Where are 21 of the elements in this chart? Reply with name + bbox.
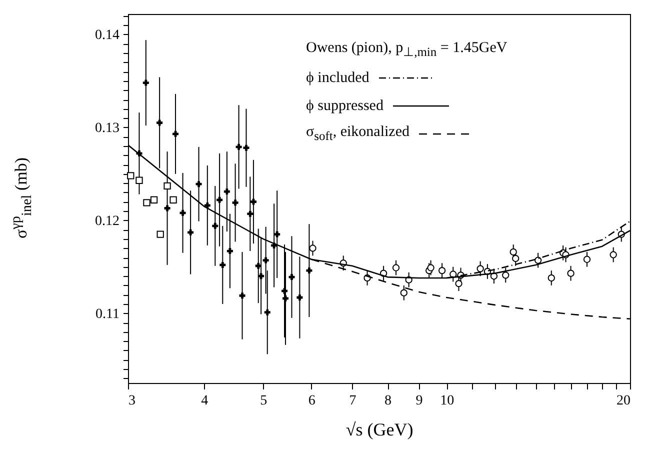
x-tick-label: 6 [308, 394, 316, 408]
x-tick-label: 5 [260, 394, 268, 408]
x-tick-label: 20 [616, 394, 630, 408]
legend-entry: ϕ included [306, 64, 626, 92]
x-tick-label: 7 [349, 394, 356, 408]
y-tick-label: 0.11 [96, 306, 120, 322]
legend-title: Owens (pion), p$_{⊥,min}$ = 1.45GeV [306, 39, 508, 61]
y-tick-label: 0.12 [95, 214, 120, 229]
legend-entry: σ$_{soft}$, eikonalized [306, 120, 626, 148]
y-tick-label: 0.14 [95, 28, 120, 43]
x-tick-label: 3 [128, 394, 136, 408]
x-tick-label: 9 [416, 394, 423, 408]
legend-label: ϕ suppressed [306, 97, 384, 116]
legend-entry: ϕ suppressed [306, 92, 626, 120]
legend-label: σ$_{soft}$, eikonalized [306, 123, 410, 145]
x-tick-label: 4 [201, 394, 208, 408]
x-tick-label: 10 [440, 394, 454, 408]
y-tick-label: 0.13 [95, 120, 120, 136]
x-tick-label: 8 [384, 394, 392, 408]
legend-label: ϕ included [306, 69, 370, 88]
x-axis-title: √s (GeV) [346, 420, 414, 440]
